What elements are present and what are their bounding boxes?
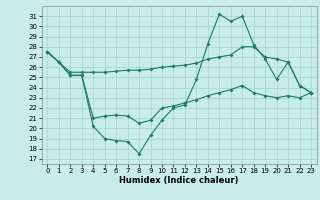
X-axis label: Humidex (Indice chaleur): Humidex (Indice chaleur) — [119, 176, 239, 185]
